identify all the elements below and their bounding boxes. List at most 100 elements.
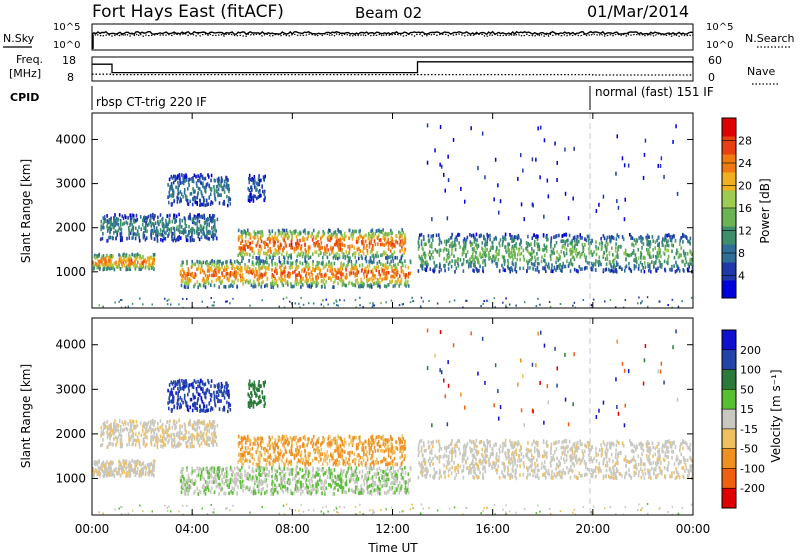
power-cell (403, 241, 405, 245)
power-cell (193, 238, 195, 242)
power-cell (458, 241, 460, 245)
power-cell (257, 248, 260, 253)
power-cell (263, 261, 265, 265)
velocity-cell (101, 461, 103, 466)
power-cell (185, 197, 187, 201)
power-cell (218, 178, 220, 183)
power-cell (160, 232, 162, 237)
power-cell (203, 177, 206, 181)
power-cell (615, 246, 617, 250)
power-cell (523, 301, 526, 304)
power-cell (176, 175, 179, 180)
velocity-cell (198, 443, 201, 448)
power-cell (392, 259, 395, 263)
power-cell (167, 227, 169, 231)
power-cell (374, 275, 377, 280)
power-cell (355, 265, 358, 270)
power-cell (174, 220, 176, 224)
power-cell (365, 246, 367, 251)
velocity-cell (102, 460, 105, 464)
power-cell (430, 234, 433, 239)
power-cell (139, 215, 142, 219)
velocity-cell (178, 380, 181, 384)
power-cell (199, 283, 202, 288)
power-cell (203, 216, 206, 220)
power-cell (646, 247, 648, 252)
power-cell (336, 251, 338, 256)
power-cell (495, 261, 497, 266)
power-cell (202, 181, 204, 186)
power-cell (204, 176, 207, 181)
power-cell (196, 221, 198, 226)
power-cell (323, 276, 325, 281)
velocity-cell (149, 470, 151, 474)
power-cell (446, 255, 449, 260)
power-cell (208, 265, 210, 269)
velocity-cell (202, 421, 205, 425)
velocity-cell (100, 430, 103, 435)
velocity-cell (174, 380, 177, 384)
power-cell (477, 258, 480, 262)
power-cell (472, 255, 474, 259)
power-cell (547, 194, 550, 199)
power-cell (418, 236, 420, 241)
power-cell (360, 280, 363, 284)
power-cell (306, 253, 308, 257)
power-cell (218, 183, 221, 188)
velocity-cell (95, 460, 98, 465)
power-cell (223, 190, 226, 194)
power-cell (109, 220, 111, 225)
power-cell (295, 244, 298, 248)
power-cell (423, 237, 425, 242)
velocity-cell (194, 422, 196, 427)
power-cell (499, 199, 502, 204)
power-cell (341, 248, 343, 252)
velocity-cell (214, 432, 217, 436)
power-cell (453, 243, 455, 248)
velocity-cell (209, 393, 212, 397)
power-range-tick-label: 4000 (55, 132, 86, 146)
power-cell (341, 266, 344, 271)
velocity-cell (209, 467, 211, 472)
power-cell (150, 236, 153, 240)
power-cell (447, 267, 450, 271)
power-cell (624, 251, 627, 255)
power-cell (681, 259, 683, 264)
power-cell (324, 285, 326, 289)
velocity-cell (199, 421, 201, 425)
power-cell (192, 217, 195, 221)
power-cell (191, 234, 193, 238)
power-cell (489, 248, 492, 253)
velocity-cell (165, 437, 167, 442)
power-cell (252, 196, 254, 200)
power-cell (170, 202, 173, 206)
power-cell (247, 239, 249, 244)
power-cell (312, 262, 314, 267)
power-cell (211, 304, 214, 307)
power-cell (488, 257, 490, 261)
power-cell (384, 231, 387, 236)
power-cell (189, 199, 191, 204)
power-cell (396, 273, 398, 277)
power-cell (99, 237, 102, 242)
power-cell (304, 268, 306, 273)
power-cell (195, 181, 198, 185)
power-cell (664, 247, 666, 251)
power-cell (221, 178, 224, 183)
power-cell (323, 245, 326, 250)
power-cell (234, 273, 236, 278)
velocity-cell (175, 382, 177, 387)
power-cell (463, 244, 465, 248)
power-cell (536, 268, 539, 272)
power-cell (119, 267, 122, 271)
power-cell (644, 256, 646, 260)
power-cell (283, 235, 285, 240)
velocity-cell (107, 433, 110, 437)
power-cell (677, 305, 680, 308)
power-cell (178, 303, 180, 306)
power-cell (493, 237, 495, 241)
power-cell (307, 231, 309, 235)
velocity-cell (153, 431, 156, 436)
power-cell (394, 267, 396, 271)
power-cell (359, 304, 361, 307)
